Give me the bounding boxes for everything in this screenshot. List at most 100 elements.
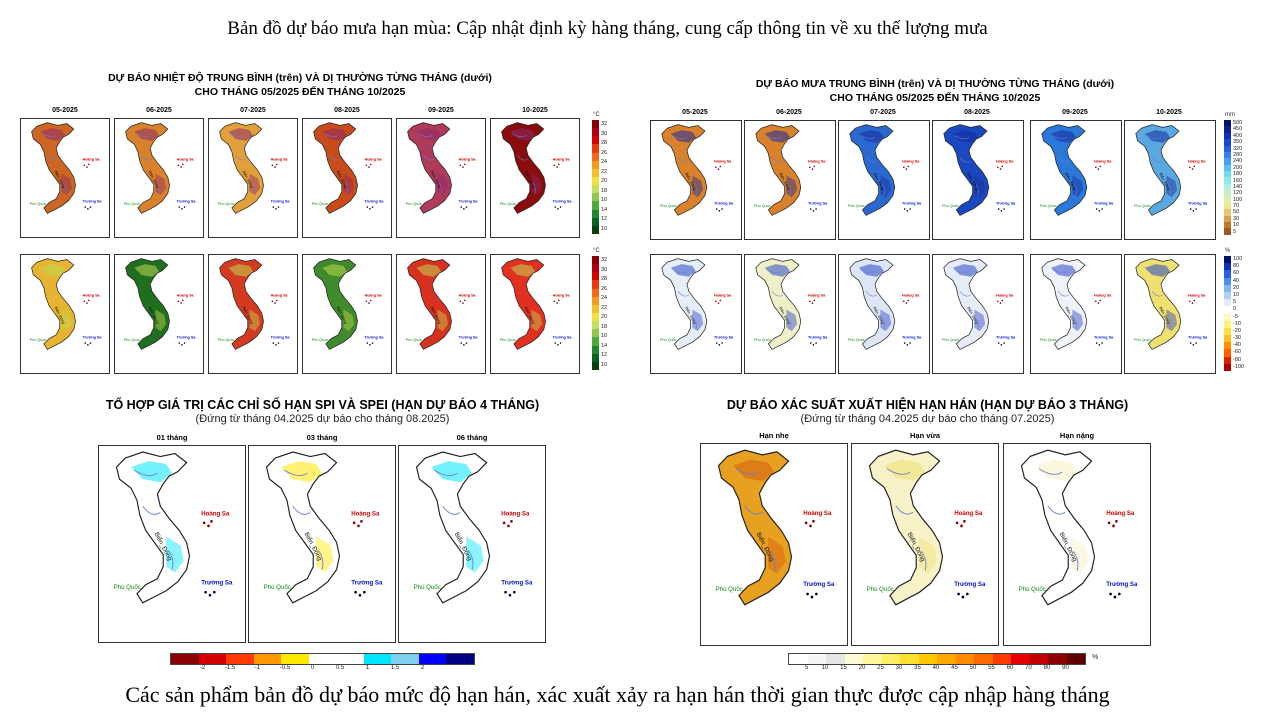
svg-text:Phú Quốc: Phú Quốc — [312, 338, 329, 342]
temp-mean-map: Biển_Đông Hoàng Sa Trường Sa Phú Quốc — [114, 118, 204, 238]
svg-text:Hoàng Sa: Hoàng Sa — [1094, 160, 1112, 164]
svg-text:Hoàng Sa: Hoàng Sa — [351, 510, 380, 517]
prob-legend-swatch — [937, 654, 956, 664]
prob-legend-tick: 50 — [969, 665, 977, 671]
svg-text:Hoàng Sa: Hoàng Sa — [1188, 294, 1206, 298]
spi-legend-swatch — [171, 654, 199, 664]
rain-anomaly-map: Biển_Đông Hoàng Sa Trường Sa Phú Quốc — [1030, 254, 1122, 374]
svg-text:Phú Quốc: Phú Quốc — [716, 584, 743, 593]
rain-anomaly-map: Biển_Đông Hoàng Sa Trường Sa Phú Quốc — [650, 254, 742, 374]
svg-text:Trường Sa: Trường Sa — [351, 580, 383, 587]
prob-legend-tick: 5 — [804, 665, 809, 671]
svg-text:Phú Quốc: Phú Quốc — [660, 338, 677, 342]
svg-text:Hoàng Sa: Hoàng Sa — [177, 158, 195, 162]
rain-month-label: 07-2025 — [870, 109, 896, 116]
svg-text:Phú Quốc: Phú Quốc — [312, 202, 329, 206]
svg-text:Phú Quốc: Phú Quốc — [1019, 584, 1046, 593]
prob-legend-swatch — [789, 654, 808, 664]
svg-text:Hoàng Sa: Hoàng Sa — [808, 160, 826, 164]
spi-legend-tick: -2 — [199, 665, 206, 671]
temp-anomaly-map: Biển_Đông Hoàng Sa Trường Sa Phú Quốc — [20, 254, 110, 374]
svg-text:Phú Quốc: Phú Quốc — [1040, 338, 1057, 342]
spi-map: Biển_Đông Hoàng Sa Trường Sa Phú Quốc — [248, 445, 396, 643]
svg-text:Phú Quốc: Phú Quốc — [406, 338, 423, 342]
prob-map: Biển_Đông Hoàng Sa Trường Sa Phú Quốc — [1003, 443, 1151, 646]
svg-text:Phú Quốc: Phú Quốc — [848, 338, 865, 342]
spi-legend-tick: -1 — [254, 665, 261, 671]
prob-legend-swatch — [992, 654, 1011, 664]
rain-mean-map: Biển_Đông Hoàng Sa Trường Sa Phú Quốc — [744, 120, 836, 240]
svg-text:Hoàng Sa: Hoàng Sa — [714, 160, 732, 164]
spi-panel-title: TỔ HỢP GIÁ TRỊ CÁC CHỈ SỐ HẠN SPI VÀ SPE… — [105, 398, 540, 412]
prob-legend-swatch — [1029, 654, 1048, 664]
temp-panel-title: DỰ BÁO NHIỆT ĐỘ TRUNG BÌNH (trên) VÀ DỊ … — [20, 71, 580, 99]
prob-panel-subtitle: (Đứng từ tháng 04.2025 dự báo cho tháng … — [800, 413, 1055, 425]
prob-legend-tick: 40 — [932, 665, 940, 671]
svg-text:Hoàng Sa: Hoàng Sa — [553, 158, 571, 162]
svg-text:Trường Sa: Trường Sa — [808, 201, 828, 205]
rain-mean-map: Biển_Đông Hoàng Sa Trường Sa Phú Quốc — [1124, 120, 1216, 240]
svg-text:Phú Quốc: Phú Quốc — [660, 204, 677, 208]
prob-legend-tick: 15 — [840, 665, 847, 671]
temp-bottom-ticks: 32 30 28 26 24 22 20 18 16 14 12 10 — [601, 257, 608, 368]
spi-legend-swatch — [253, 654, 281, 664]
svg-text:Hoàng Sa: Hoàng Sa — [954, 510, 983, 517]
temp-month-label: 10-2025 — [522, 107, 548, 114]
temp-month-label: 08-2025 — [334, 107, 360, 114]
svg-text:Phú Quốc: Phú Quốc — [500, 202, 517, 206]
prob-legend-swatch — [918, 654, 937, 664]
spi-legend-swatch — [336, 654, 364, 664]
svg-text:Phú Quốc: Phú Quốc — [218, 202, 235, 206]
temp-mean-map: Biển_Đông Hoàng Sa Trường Sa Phú Quốc — [490, 118, 580, 238]
rain-bottom-unit: % — [1225, 248, 1231, 254]
svg-text:Trường Sa: Trường Sa — [808, 335, 828, 339]
svg-text:Hoàng Sa: Hoàng Sa — [271, 158, 289, 162]
svg-text:Trường Sa: Trường Sa — [714, 201, 734, 205]
svg-text:Phú Quốc: Phú Quốc — [114, 584, 141, 591]
prob-legend-bar — [788, 653, 1086, 665]
svg-text:Trường Sa: Trường Sa — [177, 199, 197, 203]
svg-text:Phú Quốc: Phú Quốc — [124, 202, 141, 206]
svg-text:Hoàng Sa: Hoàng Sa — [1106, 510, 1135, 517]
svg-text:Trường Sa: Trường Sa — [201, 580, 233, 587]
temp-month-label: 07-2025 — [240, 107, 266, 114]
rain-mean-map: Biển_Đông Hoàng Sa Trường Sa Phú Quốc — [1030, 120, 1122, 240]
svg-text:Hoàng Sa: Hoàng Sa — [501, 510, 530, 517]
svg-text:Hoàng Sa: Hoàng Sa — [1094, 294, 1112, 298]
svg-text:Phú Quốc: Phú Quốc — [754, 338, 771, 342]
spi-map-label: 01 tháng — [156, 433, 188, 442]
temp-anomaly-map: Biển_Đông Hoàng Sa Trường Sa Phú Quốc — [490, 254, 580, 374]
svg-text:Phú Quốc: Phú Quốc — [1134, 204, 1151, 208]
rain-month-label: 08-2025 — [964, 109, 990, 116]
prob-legend-unit: % — [1092, 654, 1099, 661]
page-title: Bản đồ dự báo mưa hạn mùa: Cập nhật định… — [227, 18, 988, 39]
svg-text:Trường Sa: Trường Sa — [271, 335, 291, 339]
rain-mean-map: Biển_Đông Hoàng Sa Trường Sa Phú Quốc — [838, 120, 930, 240]
svg-text:Hoàng Sa: Hoàng Sa — [83, 158, 101, 162]
temp-mean-map: Biển_Đông Hoàng Sa Trường Sa Phú Quốc — [302, 118, 392, 238]
spi-legend-swatch — [281, 654, 309, 664]
svg-text:Hoàng Sa: Hoàng Sa — [714, 294, 732, 298]
svg-text:Trường Sa: Trường Sa — [83, 199, 103, 203]
svg-text:Phú Quốc: Phú Quốc — [30, 338, 47, 342]
svg-text:Phú Quốc: Phú Quốc — [754, 204, 771, 208]
spi-legend-swatch — [308, 654, 336, 664]
svg-text:Trường Sa: Trường Sa — [996, 335, 1016, 339]
temp-title-line2: CHO THÁNG 05/2025 ĐẾN THÁNG 10/2025 — [194, 86, 406, 98]
svg-text:Hoàng Sa: Hoàng Sa — [803, 510, 832, 517]
temp-mean-map: Biển_Đông Hoàng Sa Trường Sa Phú Quốc — [20, 118, 110, 238]
rain-anomaly-map: Biển_Đông Hoàng Sa Trường Sa Phú Quốc — [744, 254, 836, 374]
rain-month-label: 10-2025 — [1156, 109, 1182, 116]
prob-legend-tick: 90 — [1062, 665, 1069, 671]
prob-legend-tick: 80 — [1043, 665, 1051, 671]
temp-month-label: 09-2025 — [428, 107, 454, 114]
svg-text:Trường Sa: Trường Sa — [553, 199, 573, 203]
svg-text:Trường Sa: Trường Sa — [501, 580, 533, 587]
svg-text:Phú Quốc: Phú Quốc — [406, 202, 423, 206]
prob-panel-title: DỰ BÁO XÁC SUẤT XUẤT HIỆN HẠN HÁN (HẠN D… — [726, 398, 1129, 412]
svg-text:Phú Quốc: Phú Quốc — [942, 338, 959, 342]
svg-text:Trường Sa: Trường Sa — [954, 581, 986, 588]
spi-legend-tick: 1 — [365, 665, 370, 671]
prob-legend-tick: 30 — [895, 665, 903, 671]
spi-panel-subtitle: (Đứng từ tháng 04.2025 dự báo cho tháng … — [195, 413, 450, 425]
